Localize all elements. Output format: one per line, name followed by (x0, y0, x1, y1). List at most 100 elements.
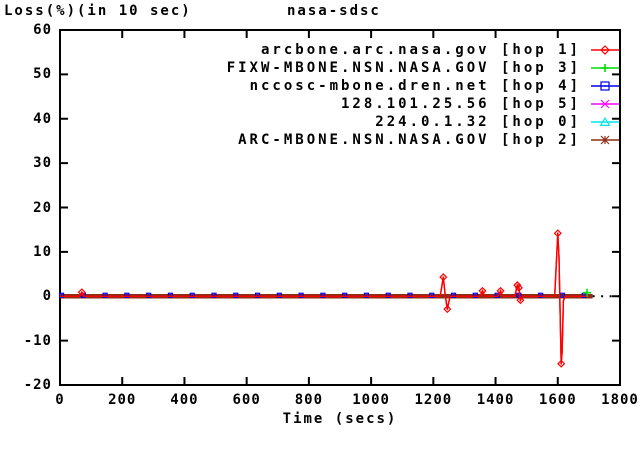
series-marker-hop-1-dot (481, 290, 484, 292)
x-tick-label: 1200 (414, 392, 453, 408)
legend-item: 128.101.25.56 [hop 5] (140, 95, 620, 113)
legend-marker (600, 81, 610, 91)
legend-marker (599, 116, 611, 126)
series-marker-hop-4 (124, 292, 130, 298)
legend-marker-dot (604, 49, 606, 51)
series-marker-hop-4 (320, 292, 326, 298)
series-marker-hop-4 (385, 292, 391, 298)
x-tick-label: 1800 (601, 392, 639, 408)
series-marker-hop-4-dot (387, 294, 389, 296)
series-marker-hop-4-dot (322, 294, 324, 296)
y-tick-label: 20 (33, 199, 52, 216)
legend-sample-triangle-icon (591, 116, 619, 126)
series-marker-hop-1-dot (499, 290, 502, 292)
legend-marker (601, 64, 609, 72)
series-marker-hop-4 (58, 292, 65, 298)
series-marker-hop-1-dot (556, 232, 559, 235)
legend-label: FIXW-MBONE.NSN.NASA.GOV [hop 3] (226, 60, 581, 76)
y-tick-label: 40 (33, 110, 52, 127)
series-marker-hop-1 (557, 359, 566, 368)
series-marker-hop-4 (450, 292, 457, 298)
series-marker-hop-4-dot (235, 294, 237, 296)
series-marker-hop-3 (583, 288, 592, 297)
series-marker-hop-4-dot (278, 294, 281, 296)
legend-marker (600, 99, 610, 109)
series-marker-hop-4 (233, 292, 239, 298)
series-marker-hop-4-dot (191, 294, 193, 296)
series-marker-hop-4-dot (104, 294, 106, 296)
legend-label: 224.0.1.32 [hop 0] (375, 114, 581, 130)
series-marker-hop-4-dot (300, 294, 302, 296)
series-marker-hop-4 (189, 292, 195, 298)
y-tick-label: 0 (42, 288, 52, 305)
legend-item: nccosc-mbone.dren.net [hop 4] (140, 77, 620, 95)
series-marker-hop-4-dot (561, 294, 564, 296)
legend-marker (600, 45, 610, 55)
series-marker-hop-1-dot (442, 276, 445, 278)
series-marker-hop-4 (429, 292, 435, 298)
y-tick-label: 30 (33, 155, 52, 172)
series-marker-hop-4 (298, 292, 304, 298)
series-marker-hop-4 (211, 292, 217, 298)
series-marker-hop-1 (553, 229, 562, 238)
legend-label: 128.101.25.56 [hop 5] (340, 96, 581, 112)
series-marker-hop-4-dot (539, 294, 542, 296)
series-marker-hop-1 (513, 281, 522, 290)
x-tick-label: 1600 (538, 392, 577, 408)
y-tick-label: 10 (33, 243, 52, 260)
series-marker-hop-4-dot (60, 294, 63, 296)
x-tick-label: 400 (170, 392, 199, 408)
legend-marker (600, 135, 610, 145)
legend-item: arcbone.arc.nasa.gov [hop 1] (140, 41, 620, 59)
legend-sample-star-icon (591, 135, 619, 145)
chart-title: nasa-sdsc (287, 3, 381, 19)
series-marker-hop-4-dot (409, 294, 411, 296)
series-marker-hop-4-dot (256, 294, 259, 296)
series-marker-hop-4-dot (213, 294, 215, 296)
series-marker-hop-1 (516, 296, 525, 305)
legend-sample-square-icon (591, 81, 619, 91)
series-marker-hop-4-dot (147, 294, 150, 296)
series-marker-hop-1 (439, 273, 448, 282)
legend-item: ARC-MBONE.NSN.NASA.GOV [hop 2] (140, 131, 620, 149)
legend-label: nccosc-mbone.dren.net [hop 4] (249, 78, 581, 94)
series-line-hop-1-top (60, 233, 589, 364)
legend: arcbone.arc.nasa.gov [hop 1] FIXW-MBONE.N… (140, 41, 620, 149)
legend-sample-plus-icon (591, 64, 619, 72)
x-axis-title: Time (secs) (282, 411, 398, 427)
series-marker-hop-4 (102, 292, 108, 298)
series-marker-hop-4-dot (431, 294, 433, 296)
series-marker-hop-4-dot (169, 294, 172, 296)
series-marker-hop-4-dot (496, 294, 498, 296)
x-tick-label: 800 (294, 392, 324, 408)
series-marker-hop-1-dot (446, 308, 449, 310)
x-tick-label: 200 (108, 392, 137, 408)
series-marker-hop-1-dot (518, 287, 520, 289)
series-marker-hop-4 (167, 292, 174, 298)
y-tick-label: 50 (33, 66, 52, 83)
series-marker-hop-4 (342, 292, 348, 298)
y-axis-unit-title: Loss(%)(in 10 sec) (4, 3, 192, 19)
series-marker-hop-4-dot (518, 294, 520, 296)
series-marker-hop-1 (514, 283, 523, 292)
y-tick-label: -10 (23, 332, 52, 349)
x-tick-label: 0 (55, 392, 65, 408)
legend-label: ARC-MBONE.NSN.NASA.GOV [hop 2] (238, 132, 581, 148)
series-marker-hop-4-dot (452, 294, 455, 296)
y-tick-label: -20 (23, 377, 52, 393)
series-marker-hop-4-dot (474, 294, 477, 296)
legend-sample-x-icon (591, 99, 619, 109)
series-marker-hop-1 (77, 288, 86, 297)
legend-label: arcbone.arc.nasa.gov [hop 1] (260, 42, 581, 58)
series-marker-hop-4-dot (583, 294, 585, 296)
plot-border (59, 29, 621, 386)
series-marker-hop-4 (363, 292, 370, 298)
series-marker-hop-4-dot (126, 294, 128, 296)
series-marker-hop-4-dot (343, 294, 346, 296)
series-marker-hop-4 (472, 292, 478, 298)
y-tick-label: 60 (33, 22, 52, 38)
series-marker-hop-1 (478, 286, 487, 295)
series-marker-hop-4 (407, 292, 413, 298)
series-marker-hop-4-dot (365, 294, 368, 296)
